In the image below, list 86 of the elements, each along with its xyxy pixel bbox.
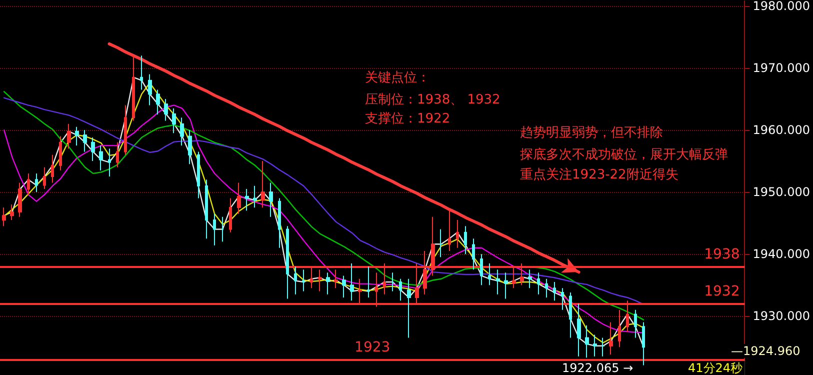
candlestick — [577, 303, 581, 357]
candlestick — [350, 262, 354, 302]
y-tick-label: 1980.000 — [752, 0, 810, 13]
candlestick — [197, 151, 200, 199]
candlestick — [229, 198, 232, 233]
candlestick — [2, 207, 6, 227]
candlestick — [618, 309, 621, 348]
candlestick — [253, 185, 257, 208]
candlestick — [245, 188, 249, 212]
candlestick — [545, 278, 548, 298]
candlestick — [439, 228, 443, 258]
candlestick — [99, 145, 103, 171]
candlestick — [213, 213, 216, 246]
candlestick — [480, 254, 483, 286]
y-tick-label: 1950.000 — [752, 185, 810, 200]
ref-line-label: 1923 — [354, 339, 390, 356]
candlestick — [124, 104, 127, 156]
candlestick — [553, 281, 556, 302]
candlestick — [172, 108, 176, 134]
candlestick — [448, 210, 451, 252]
candlestick — [593, 334, 597, 357]
candlestick — [286, 226, 289, 300]
candlestick — [278, 198, 281, 248]
candlestick — [51, 154, 54, 184]
candlestick — [326, 272, 330, 295]
candlestick — [83, 130, 87, 152]
candlestick — [504, 272, 508, 300]
annotation: 支撑位：1922 — [365, 112, 450, 126]
candlestick — [91, 136, 95, 162]
annotation: 重点关注1923-22附近得失 — [520, 168, 678, 182]
candlestick — [237, 182, 241, 214]
annotation: 41分24秒 — [688, 361, 743, 375]
candlestick — [496, 269, 500, 295]
candlestick — [488, 262, 491, 286]
candlestick — [35, 172, 38, 193]
y-tick-label: 1970.000 — [752, 61, 810, 76]
candlestick — [407, 278, 411, 338]
annotation: 趋势明显弱势，但不排除 — [520, 126, 663, 140]
candlestick — [116, 142, 119, 168]
candlestick — [205, 179, 208, 240]
candlestick — [391, 272, 394, 292]
candlestick — [188, 130, 192, 165]
candlestick — [464, 226, 467, 255]
candlestick — [75, 126, 79, 146]
candlestick — [302, 269, 305, 292]
annotation: —1924.960 — [731, 344, 800, 358]
candlestick — [221, 216, 224, 242]
candlestick — [537, 272, 540, 295]
y-tick-label: 1960.000 — [752, 123, 810, 138]
annotation: 探底多次不成功破位，展开大幅反弹 — [520, 148, 728, 162]
candlestick — [342, 275, 346, 298]
candlestick — [561, 288, 564, 310]
annotation: 1922.065 → — [562, 361, 634, 375]
candlestick — [261, 160, 265, 208]
candlestick — [569, 292, 572, 338]
annotation: 压制位：1938、 1932 — [365, 92, 500, 108]
y-tick-label: 1940.000 — [752, 247, 810, 262]
candlestick — [634, 309, 637, 338]
ref-line-label: 1938 — [704, 246, 740, 262]
candlestick — [294, 266, 297, 295]
candlestick — [140, 55, 143, 90]
candlestick — [164, 98, 168, 122]
candlestick — [132, 55, 135, 122]
candlestick — [67, 123, 71, 150]
candlestick — [108, 148, 111, 178]
annotation: 关键点位： — [365, 70, 430, 86]
candlestick — [399, 278, 402, 302]
candlestick — [456, 219, 459, 248]
candlestick — [156, 89, 160, 116]
candlestick — [43, 166, 46, 190]
candlestick — [10, 204, 14, 220]
candlestick — [18, 182, 22, 218]
candlestick — [367, 266, 370, 298]
ref-line-label: 1932 — [704, 284, 740, 300]
candlestick — [148, 74, 152, 106]
candlestick — [59, 136, 62, 171]
candlestick — [269, 182, 273, 218]
candlestick — [180, 117, 184, 146]
candlestick — [27, 172, 30, 196]
candlestick — [528, 269, 532, 289]
candlestick — [472, 238, 475, 270]
candlestick — [585, 324, 589, 358]
candlestick — [642, 322, 645, 366]
candlestick — [609, 322, 613, 356]
candlestick — [601, 337, 605, 357]
y-tick-label: 1930.000 — [752, 309, 810, 324]
